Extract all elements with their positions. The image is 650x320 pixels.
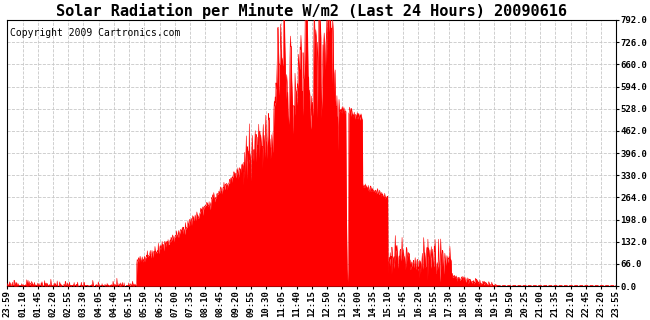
Text: Copyright 2009 Cartronics.com: Copyright 2009 Cartronics.com [10, 28, 181, 38]
Title: Solar Radiation per Minute W/m2 (Last 24 Hours) 20090616: Solar Radiation per Minute W/m2 (Last 24… [57, 3, 567, 19]
